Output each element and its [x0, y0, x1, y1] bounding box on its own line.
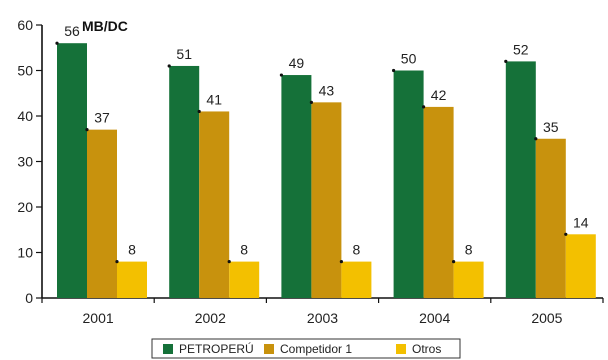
- bar-marker: [392, 68, 396, 73]
- legend: PETROPERÚ Competidor 1 Otros: [151, 338, 461, 359]
- data-label: 8: [465, 242, 473, 258]
- y-tick-label: 30: [17, 154, 33, 170]
- bar-marker: [85, 128, 89, 132]
- bar: [535, 138, 566, 298]
- bar: [281, 75, 312, 298]
- bar: [57, 43, 87, 299]
- y-tick-label: 10: [17, 245, 33, 261]
- data-label: 41: [206, 91, 222, 107]
- data-label: 37: [94, 110, 110, 126]
- legend-label: Competidor 1: [280, 342, 352, 356]
- bar-marker: [534, 137, 538, 141]
- bar: [565, 234, 596, 298]
- x-tick-label: 2005: [531, 310, 562, 326]
- data-label: 8: [128, 242, 136, 258]
- bar-marker: [197, 109, 201, 114]
- legend-swatch: [396, 344, 406, 354]
- bars: [55, 41, 596, 299]
- x-tick-label: 2002: [195, 310, 226, 326]
- bar-marker: [167, 64, 171, 68]
- bar: [87, 129, 117, 298]
- legend-swatch: [264, 344, 274, 354]
- bar-marker: [339, 260, 343, 264]
- data-label: 50: [401, 51, 417, 67]
- data-label: 8: [240, 242, 248, 258]
- legend-label: Otros: [412, 342, 441, 356]
- y-tick-label: 40: [17, 108, 33, 124]
- bar: [311, 102, 342, 298]
- legend-label: PETROPERÚ: [179, 341, 254, 356]
- y-tick-label: 0: [25, 290, 33, 306]
- data-labels: 56 51 49 50 52 37 41 43 42 35 8 8 8 8 14: [64, 23, 589, 257]
- x-tick-label: 2001: [83, 310, 114, 326]
- data-label: 35: [543, 119, 559, 135]
- bar: [229, 261, 260, 298]
- chart-title: MB/DC: [82, 18, 128, 34]
- x-tick-label: 2004: [419, 310, 450, 326]
- bar: [393, 70, 424, 298]
- y-tick-label: 60: [17, 17, 33, 33]
- bar-marker: [279, 73, 283, 77]
- y-tick-label: 50: [17, 63, 33, 79]
- data-label: 43: [319, 82, 335, 98]
- data-label: 49: [289, 55, 305, 71]
- bar-marker: [227, 260, 231, 264]
- bar: [169, 65, 200, 298]
- data-label: 51: [176, 46, 192, 62]
- x-tick-label: 2003: [307, 310, 338, 326]
- legend-box: [151, 338, 461, 359]
- y-tick-label: 20: [17, 199, 33, 215]
- bar-marker: [55, 41, 59, 45]
- bar: [199, 111, 230, 298]
- data-label: 56: [64, 23, 80, 39]
- bar: [341, 261, 372, 298]
- data-label: 52: [513, 41, 529, 57]
- bar-marker: [452, 260, 456, 264]
- bar: [453, 261, 484, 298]
- bar-marker: [115, 260, 119, 264]
- bar: [117, 261, 147, 298]
- bar: [423, 106, 454, 299]
- axes: 0 10 20 30 40 50 60 2001 2002 2003 2004 2005: [17, 17, 604, 326]
- bar-marker: [422, 105, 426, 109]
- bar-marker: [504, 59, 508, 64]
- data-label: 8: [353, 242, 361, 258]
- bar-marker: [309, 100, 313, 104]
- data-label: 14: [573, 214, 589, 230]
- bar-marker: [564, 232, 568, 236]
- legend-swatch: [163, 344, 173, 354]
- data-label: 42: [431, 87, 447, 103]
- bar: [505, 61, 536, 299]
